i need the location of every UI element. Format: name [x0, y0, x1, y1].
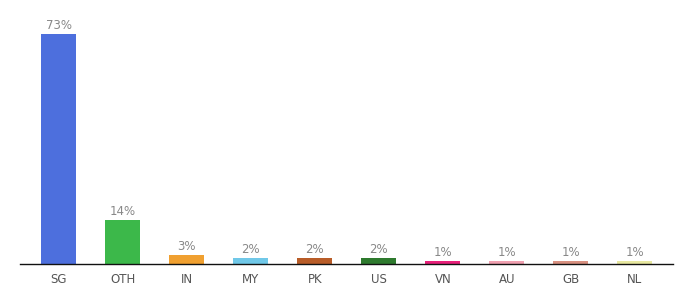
Bar: [489, 261, 524, 264]
Bar: [41, 34, 76, 264]
Text: 14%: 14%: [109, 205, 136, 218]
Bar: [169, 254, 205, 264]
Text: 2%: 2%: [369, 243, 388, 256]
Bar: [425, 261, 460, 264]
Bar: [105, 220, 140, 264]
Text: 1%: 1%: [626, 246, 644, 259]
Bar: [361, 258, 396, 264]
Text: 1%: 1%: [433, 246, 452, 259]
Bar: [554, 261, 588, 264]
Text: 1%: 1%: [562, 246, 580, 259]
Text: 2%: 2%: [305, 243, 324, 256]
Text: 73%: 73%: [46, 20, 72, 32]
Bar: [297, 258, 333, 264]
Bar: [233, 258, 269, 264]
Text: 3%: 3%: [177, 240, 196, 253]
Text: 2%: 2%: [241, 243, 260, 256]
Bar: [617, 261, 652, 264]
Text: 1%: 1%: [498, 246, 516, 259]
